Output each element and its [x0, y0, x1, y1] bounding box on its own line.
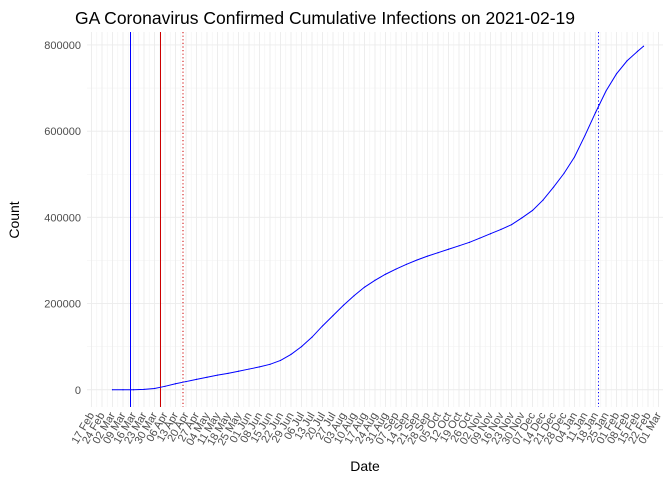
- y-tick-label: 400000: [44, 212, 81, 224]
- data-point: [384, 273, 387, 275]
- data-point: [290, 353, 292, 356]
- data-point: [468, 241, 471, 243]
- data-point: [363, 286, 366, 288]
- data-point: [342, 304, 345, 306]
- data-point: [153, 387, 156, 390]
- y-tick-label: 200000: [44, 299, 81, 311]
- y-axis-ticks: 0 200000 400000 600000 800000: [44, 40, 81, 397]
- plot-grid: [87, 32, 663, 407]
- data-point: [143, 388, 145, 391]
- data-point: [416, 259, 418, 261]
- data-point: [642, 45, 645, 47]
- data-point: [636, 50, 639, 53]
- y-tick-label: 800000: [44, 40, 81, 52]
- data-point: [300, 346, 303, 348]
- data-point: [237, 370, 240, 372]
- data-point: [563, 172, 565, 174]
- data-point: [227, 372, 229, 374]
- data-point: [216, 374, 219, 376]
- data-point: [185, 380, 187, 383]
- data-point: [332, 315, 334, 317]
- data-point: [395, 268, 397, 270]
- data-point: [542, 199, 544, 201]
- data-point: [132, 389, 135, 391]
- data-point: [122, 389, 124, 391]
- data-point: [269, 363, 271, 365]
- series-group: [111, 45, 645, 391]
- data-point: [489, 233, 492, 235]
- y-tick-label: 0: [75, 385, 81, 397]
- data-point: [311, 336, 313, 338]
- data-point: [615, 73, 618, 75]
- data-point: [510, 224, 513, 226]
- data-point: [174, 383, 177, 385]
- data-point: [531, 209, 534, 212]
- data-point: [552, 186, 555, 188]
- data-point: [321, 325, 324, 327]
- data-point: [353, 295, 355, 297]
- data-point: [594, 112, 597, 114]
- data-point: [426, 255, 429, 257]
- data-point: [605, 90, 607, 92]
- data-point: [206, 376, 208, 378]
- data-point: [164, 385, 166, 387]
- chart-title: GA Coronavirus Confirmed Cumulative Infe…: [75, 8, 575, 28]
- data-point: [374, 279, 376, 281]
- data-point: [584, 134, 586, 137]
- data-point: [500, 228, 502, 231]
- data-point: [447, 248, 450, 250]
- data-point: [279, 359, 282, 362]
- series-line: [112, 45, 644, 391]
- data-point: [437, 252, 439, 254]
- data-point: [573, 156, 576, 158]
- data-point: [111, 389, 114, 391]
- x-axis-label: Date: [350, 458, 380, 474]
- y-tick-label: 600000: [44, 126, 81, 138]
- data-point: [458, 245, 460, 247]
- reference-lines: [130, 32, 599, 407]
- y-axis-label: Count: [6, 201, 22, 238]
- data-point: [521, 217, 523, 219]
- data-point: [626, 60, 628, 62]
- data-point: [479, 237, 481, 239]
- data-point: [405, 263, 408, 265]
- data-point: [195, 378, 198, 381]
- data-point: [248, 368, 250, 370]
- data-point: [258, 366, 261, 368]
